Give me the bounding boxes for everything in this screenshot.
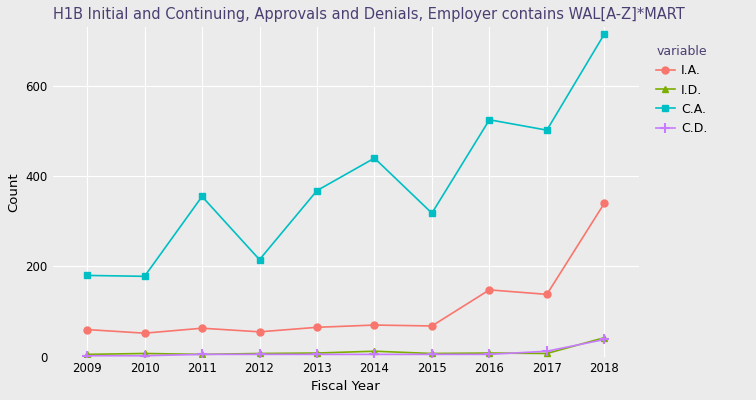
- C.D.: [370, 352, 379, 357]
- C.D.: [197, 352, 206, 357]
- C.A.: [82, 273, 91, 278]
- C.D.: [485, 352, 494, 357]
- I.D.: [312, 351, 321, 356]
- I.A.: [370, 323, 379, 328]
- C.D.: [600, 337, 609, 342]
- C.A.: [197, 194, 206, 199]
- I.A.: [140, 331, 149, 336]
- C.A.: [542, 128, 551, 132]
- I.D.: [140, 351, 149, 356]
- I.D.: [82, 352, 91, 357]
- I.A.: [255, 330, 264, 334]
- Line: C.A.: C.A.: [84, 30, 608, 280]
- C.D.: [255, 352, 264, 357]
- C.D.: [140, 353, 149, 358]
- I.A.: [312, 325, 321, 330]
- C.D.: [82, 353, 91, 358]
- C.A.: [312, 188, 321, 193]
- C.A.: [255, 257, 264, 262]
- I.D.: [197, 352, 206, 357]
- X-axis label: Fiscal Year: Fiscal Year: [311, 380, 380, 393]
- C.D.: [427, 352, 436, 357]
- C.D.: [542, 349, 551, 354]
- C.A.: [600, 32, 609, 36]
- I.D.: [600, 335, 609, 340]
- I.D.: [542, 351, 551, 356]
- I.A.: [542, 292, 551, 297]
- Line: I.D.: I.D.: [84, 334, 608, 358]
- I.D.: [370, 349, 379, 354]
- C.A.: [370, 156, 379, 160]
- Legend: I.A., I.D., C.A., C.D.: I.A., I.D., C.A., C.D.: [651, 40, 712, 140]
- I.D.: [485, 351, 494, 356]
- I.D.: [427, 351, 436, 356]
- I.D.: [255, 351, 264, 356]
- Line: C.D.: C.D.: [82, 335, 609, 360]
- C.A.: [140, 274, 149, 279]
- Text: H1B Initial and Continuing, Approvals and Denials, Employer contains WAL[A-Z]*MA: H1B Initial and Continuing, Approvals an…: [53, 7, 684, 22]
- I.A.: [427, 324, 436, 328]
- Y-axis label: Count: Count: [7, 172, 20, 212]
- C.A.: [485, 117, 494, 122]
- C.D.: [312, 352, 321, 357]
- I.A.: [485, 288, 494, 292]
- I.A.: [82, 327, 91, 332]
- I.A.: [600, 201, 609, 206]
- Line: I.A.: I.A.: [84, 200, 608, 337]
- C.A.: [427, 211, 436, 216]
- I.A.: [197, 326, 206, 331]
